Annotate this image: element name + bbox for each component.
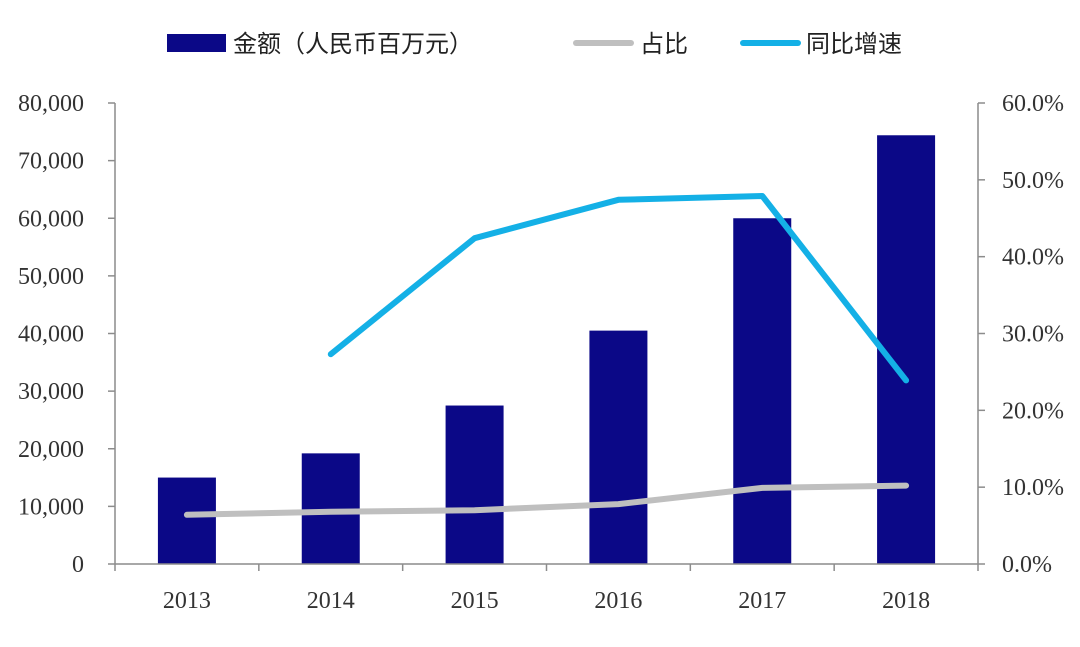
x-axis-tick-label: 2016: [594, 588, 642, 614]
left-axis-tick-label: 40,000: [18, 322, 84, 348]
bar-2017: [733, 218, 792, 564]
left-axis-tick-label: 70,000: [18, 149, 84, 175]
right-axis-tick-label: 50.0%: [1002, 168, 1064, 194]
x-axis-tick-label: 2015: [451, 588, 499, 614]
line-series: [183, 193, 910, 518]
x-axis-tick-label: 2014: [307, 588, 355, 614]
line-share: [183, 482, 910, 518]
left-axis-tick-label: 10,000: [18, 494, 84, 520]
x-axis-tick-label: 2017: [738, 588, 786, 614]
axes: 0 10,000 20,000 30,000 40,000 50,000 60,000 70,…: [18, 91, 1064, 614]
legend-swatch-amount: [167, 34, 226, 52]
left-axis-tick-label: 0: [72, 552, 84, 578]
bar-2018: [877, 135, 936, 564]
right-axis-tick-label: 0.0%: [1002, 552, 1052, 578]
right-axis-tick-label: 10.0%: [1002, 475, 1064, 501]
bar-2015: [445, 405, 504, 564]
left-axis-tick-label: 50,000: [18, 264, 84, 290]
legend-label-yoy: 同比增速: [806, 30, 902, 58]
x-axis-tick-label: 2018: [882, 588, 930, 614]
legend: 金额（人民币百万元） 占比 同比增速: [167, 30, 902, 58]
right-axis-tick-label: 60.0%: [1002, 91, 1064, 117]
left-axis-tick-label: 20,000: [18, 437, 84, 463]
left-axis-tick-label: 80,000: [18, 91, 84, 117]
bar-series: [157, 135, 936, 564]
x-axis-tick-label: 2013: [163, 588, 211, 614]
right-axis-tick-label: 30.0%: [1002, 322, 1064, 348]
legend-label-share: 占比: [640, 30, 688, 58]
right-axis-tick-label: 20.0%: [1002, 398, 1064, 424]
left-axis-tick-label: 30,000: [18, 379, 84, 405]
legend-label-amount: 金额（人民币百万元）: [233, 30, 473, 58]
right-axis-tick-label: 40.0%: [1002, 245, 1064, 271]
left-axis-tick-label: 60,000: [18, 206, 84, 232]
bar-2016: [589, 330, 648, 564]
bar-2013: [157, 477, 216, 564]
